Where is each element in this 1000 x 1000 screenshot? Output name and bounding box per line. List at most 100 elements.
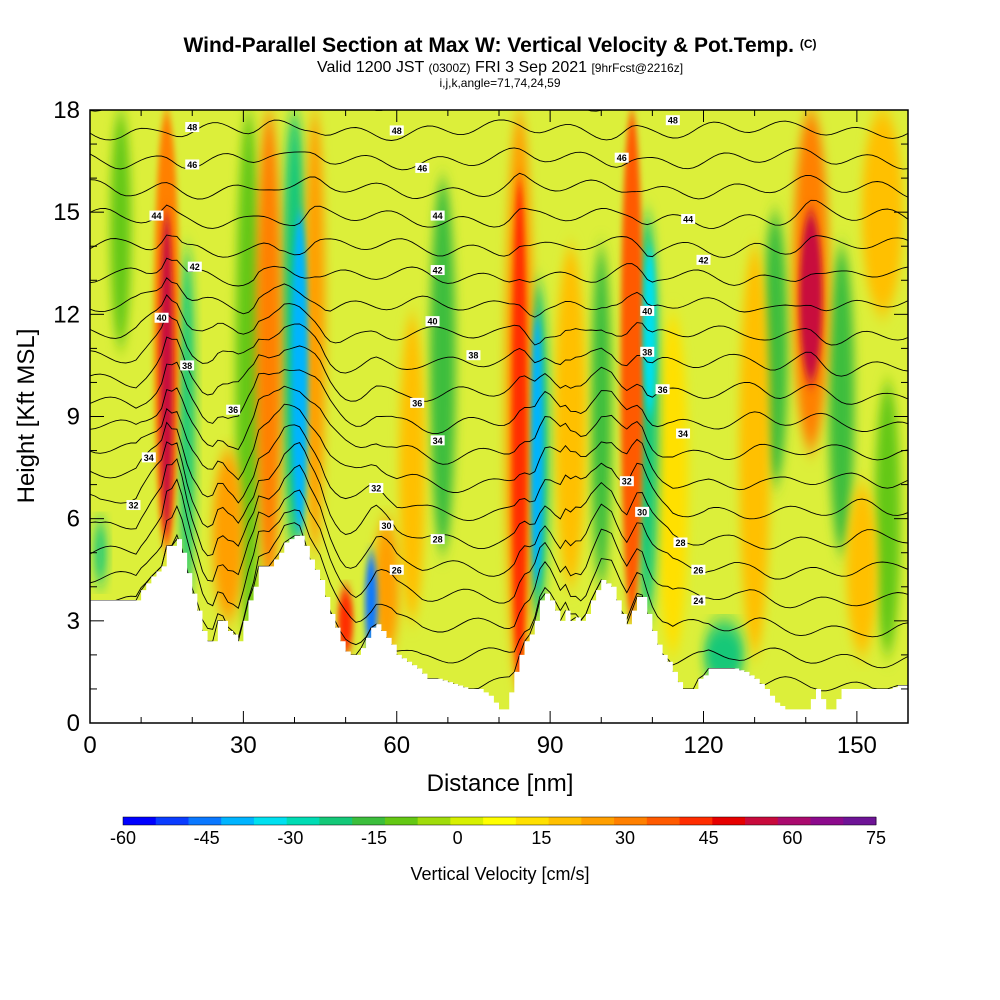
theta-label-text: 30 xyxy=(382,521,392,531)
colorbar-tick-label: -45 xyxy=(194,828,220,848)
theta-label: 44 xyxy=(681,213,696,224)
theta-contour xyxy=(90,361,908,435)
theta-label: 48 xyxy=(665,115,680,126)
theta-label: 26 xyxy=(389,564,404,575)
theta-contour xyxy=(90,234,908,258)
y-axis-label: Height [Kft MSL] xyxy=(13,329,40,504)
theta-label-bg xyxy=(673,537,688,548)
theta-label: 46 xyxy=(614,152,629,163)
theta-label-bg xyxy=(466,350,481,361)
colorbar-swatch xyxy=(188,817,222,825)
theta-label-text: 28 xyxy=(433,535,443,545)
theta-label: 46 xyxy=(415,162,430,173)
theta-label: 46 xyxy=(185,159,200,170)
colorbar-tick-label: 75 xyxy=(866,828,886,848)
theta-contour xyxy=(90,257,908,287)
theta-contour xyxy=(90,478,908,609)
velocity-column xyxy=(337,586,354,655)
colorbar-tick-label: 30 xyxy=(615,828,635,848)
theta-label-text: 34 xyxy=(678,429,688,439)
theta-label-bg xyxy=(126,500,141,511)
colorbar-swatch xyxy=(777,817,812,825)
colorbar-tick-label: 0 xyxy=(453,828,463,848)
colorbar-swatch xyxy=(417,817,451,825)
theta-label: 44 xyxy=(149,210,164,221)
theta-label-bg xyxy=(681,213,696,224)
theta-label-text: 32 xyxy=(371,484,381,494)
colorbar-swatch xyxy=(745,817,779,825)
theta-contour xyxy=(90,277,908,318)
valid-date: FRI 3 Sep 2021 xyxy=(474,59,588,76)
theta-contour xyxy=(90,199,908,229)
y-tick-label: 0 xyxy=(67,710,80,737)
velocity-column xyxy=(212,450,244,621)
theta-label: 32 xyxy=(126,500,141,511)
theta-label-bg xyxy=(226,404,241,415)
colorbar-swatch xyxy=(581,817,615,825)
theta-label-text: 42 xyxy=(433,266,443,276)
velocity-column xyxy=(304,110,326,553)
theta-label-bg xyxy=(635,506,650,517)
theta-label-text: 40 xyxy=(428,317,438,327)
theta-label-bg xyxy=(149,210,164,221)
theta-label-text: 32 xyxy=(128,501,138,511)
colorbar-swatch xyxy=(515,817,550,825)
colorbar-swatch xyxy=(253,817,288,825)
theta-label-bg xyxy=(691,595,706,606)
theta-label-bg xyxy=(676,428,691,439)
theta-label-bg xyxy=(614,152,629,163)
theta-label-text: 36 xyxy=(658,385,668,395)
velocity-column xyxy=(94,518,107,587)
colorbar-swatch xyxy=(352,817,386,825)
theta-label-text: 38 xyxy=(468,351,478,361)
theta-label-bg xyxy=(640,305,655,316)
theta-label: 48 xyxy=(185,122,200,133)
theta-label-text: 48 xyxy=(392,126,402,136)
x-axis-label: Distance [nm] xyxy=(427,770,574,797)
theta-label-bg xyxy=(665,115,680,126)
theta-label-bg xyxy=(430,210,445,221)
theta-label-bg xyxy=(425,316,440,327)
colorbar-swatch xyxy=(123,817,157,825)
chart-subtitle: Valid 1200 JST (0300Z) FRI 3 Sep 2021 [9… xyxy=(0,59,1000,77)
valid-time: Valid 1200 JST xyxy=(316,59,424,76)
y-tick-label: 9 xyxy=(67,404,80,431)
y-tick-label: 12 xyxy=(53,301,80,328)
theta-label-bg xyxy=(154,312,169,323)
theta-label: 48 xyxy=(389,125,404,136)
theta-label-bg xyxy=(187,261,202,272)
theta-label: 38 xyxy=(640,346,655,357)
theta-label-text: 48 xyxy=(668,116,678,126)
theta-label-text: 40 xyxy=(642,306,652,316)
theta-label: 36 xyxy=(655,384,670,395)
theta-label-text: 44 xyxy=(683,214,693,224)
colorbar-swatch xyxy=(221,817,255,825)
colorbar: -60 -45 -30 -15 0 15 30 45 60 75 xyxy=(110,816,886,848)
theta-label: 28 xyxy=(430,534,445,545)
velocity-column xyxy=(291,212,308,536)
theta-label-text: 26 xyxy=(392,565,402,575)
velocity-column xyxy=(555,246,586,587)
colorbar-swatch xyxy=(483,817,517,825)
valid-time-utc: (0300Z) xyxy=(428,61,471,75)
colorbar-tick-label: -60 xyxy=(110,828,136,848)
theta-label: 36 xyxy=(226,404,241,415)
theta-label-text: 46 xyxy=(187,160,197,170)
theta-label: 32 xyxy=(369,483,384,494)
theta-label-text: 42 xyxy=(698,255,708,265)
theta-contour xyxy=(90,119,908,141)
theta-label-text: 30 xyxy=(637,507,647,517)
copyright-mark: (C) xyxy=(799,37,817,51)
theta-label-bg xyxy=(410,397,425,408)
plot-area: 48 46 44 42 40 38 36 34 32 48 46 44 42 40 38 36 34 32 30 28… xyxy=(90,110,908,723)
colorbar-tick-label: 15 xyxy=(531,828,551,848)
theta-label: 34 xyxy=(141,452,156,463)
theta-label-text: 34 xyxy=(433,436,443,446)
theta-label: 40 xyxy=(154,312,169,323)
x-tick-label: 60 xyxy=(383,732,410,759)
theta-label-text: 32 xyxy=(622,477,632,487)
theta-contour xyxy=(90,172,908,200)
velocity-column xyxy=(110,110,131,349)
theta-label-bg xyxy=(180,360,195,371)
